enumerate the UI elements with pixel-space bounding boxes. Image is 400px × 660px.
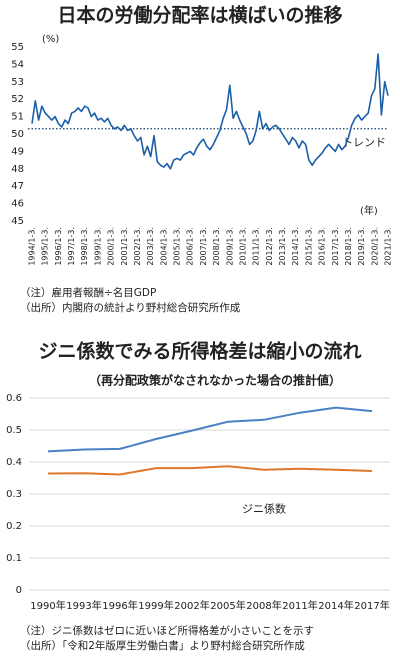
x-tick-label: 1995/1-3. <box>41 227 50 266</box>
y-tick-label: 0 <box>16 585 22 596</box>
x-tick-label: 2017/1-3. <box>331 227 340 266</box>
y-tick-label: 46 <box>11 199 24 210</box>
y-tick-label: 0.3 <box>6 489 22 500</box>
note: （出所）「令和2年版厚生労働白書」より野村総合研究所作成 <box>20 639 305 652</box>
x-tick-label: 2014/1-3. <box>291 227 300 266</box>
x-tick-label: 2021/1-3. <box>384 227 393 266</box>
y-tick-label: 0.2 <box>6 521 22 532</box>
x-tick-label: 2007/1-3. <box>199 227 208 266</box>
x-tick-label: 1998/1-3. <box>80 227 89 266</box>
y-tick-label: 51 <box>11 112 24 123</box>
x-unit-label: (年) <box>360 204 378 217</box>
trend-label: トレンド <box>342 136 386 149</box>
series-line <box>31 53 389 170</box>
series-label: ジニ係数 <box>242 503 286 516</box>
chart-subtitle: （再分配政策がなされなかった場合の推計値） <box>89 373 341 388</box>
y-tick-label: 47 <box>11 181 24 192</box>
note: （注）ジニ係数はゼロに近いほど所得格差が小さいことを示す <box>20 624 314 637</box>
unit-label: (%) <box>42 34 59 45</box>
x-tick-label: 2006/1-3. <box>186 227 195 266</box>
x-tick-label: 2002/1-3. <box>133 227 142 266</box>
y-tick-label: 52 <box>11 94 24 105</box>
note: （注）雇用者報酬÷名目GDP <box>20 286 156 299</box>
y-tick-label: 49 <box>11 146 24 157</box>
x-tick-label: 1993年 <box>66 599 101 612</box>
chart-title: 日本の労働分配率は横ばいの推移 <box>57 4 342 27</box>
y-tick-label: 54 <box>11 59 24 70</box>
x-tick-label: 2009/1-3. <box>225 227 234 266</box>
note: （出所）内閣府の統計より野村総合研究所作成 <box>20 301 241 314</box>
x-tick-label: 2016/1-3. <box>318 227 327 266</box>
y-tick-label: 0.5 <box>6 425 22 436</box>
x-tick-label: 2001/1-3. <box>120 227 129 266</box>
x-tick-label: 1996/1-3. <box>54 227 63 266</box>
y-tick-label: 0.1 <box>6 553 22 564</box>
x-tick-label: 2020/1-3. <box>370 227 379 266</box>
x-tick-label: 1997/1-3. <box>67 227 76 266</box>
x-tick-label: 2000/1-3. <box>107 227 116 266</box>
x-tick-label: 2008年 <box>246 599 281 612</box>
y-tick-label: 53 <box>11 77 24 88</box>
x-tick-label: 2012/1-3. <box>265 227 274 266</box>
y-tick-label: 45 <box>11 216 24 227</box>
series-line <box>47 465 373 476</box>
y-tick-label: 48 <box>11 164 24 175</box>
x-tick-label: 1990年 <box>30 599 65 612</box>
x-tick-label: 1999/1-3. <box>93 227 102 266</box>
x-tick-label: 2019/1-3. <box>357 227 366 266</box>
x-tick-label: 2005/1-3. <box>173 227 182 266</box>
x-tick-label: 2003/1-3. <box>146 227 155 266</box>
y-tick-label: 55 <box>11 42 24 53</box>
x-tick-label: 2002年 <box>174 599 209 612</box>
y-tick-label: 50 <box>11 129 24 140</box>
x-tick-label: 2005年 <box>210 599 245 612</box>
x-tick-label: 2017年 <box>354 599 389 612</box>
x-tick-label: 2014年 <box>318 599 353 612</box>
x-tick-label: 2018/1-3. <box>344 227 353 266</box>
x-tick-label: 2011年 <box>282 599 317 612</box>
x-tick-label: 1999年 <box>138 599 173 612</box>
x-tick-label: 2013/1-3. <box>278 227 287 266</box>
x-tick-label: 1996年 <box>102 599 137 612</box>
y-tick-label: 0.4 <box>6 457 22 468</box>
series-line <box>47 406 373 453</box>
x-tick-label: 2010/1-3. <box>238 227 247 266</box>
x-tick-label: 2015/1-3. <box>304 227 313 266</box>
chart-title: ジニ係数でみる所得格差は縮小の流れ <box>38 340 361 363</box>
x-tick-label: 2011/1-3. <box>252 227 261 266</box>
y-tick-label: 0.6 <box>6 393 22 404</box>
x-tick-label: 2008/1-3. <box>212 227 221 266</box>
x-tick-label: 1994/1-3. <box>28 227 37 266</box>
x-tick-label: 2004/1-3. <box>159 227 168 266</box>
